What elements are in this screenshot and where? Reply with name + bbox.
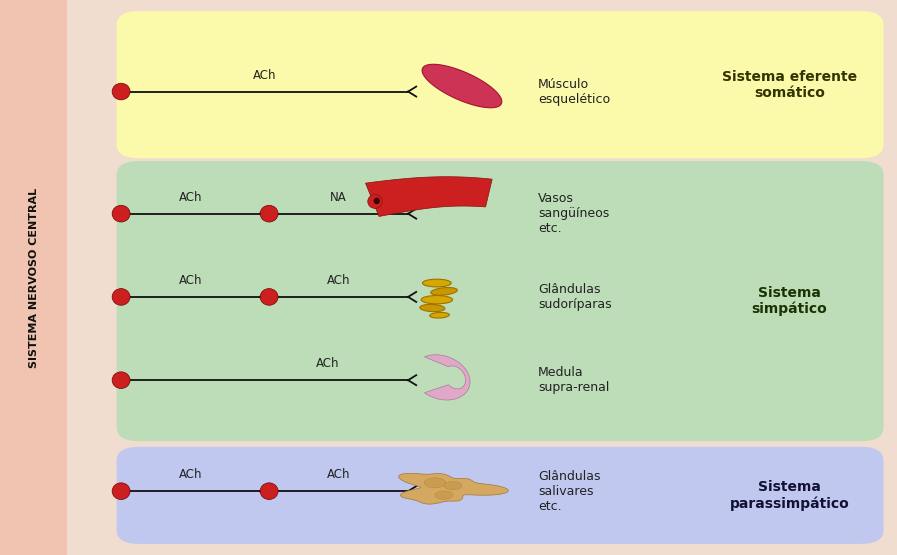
Ellipse shape <box>422 279 451 287</box>
FancyBboxPatch shape <box>117 11 884 158</box>
Text: Músculo
esquelético: Músculo esquelético <box>538 78 610 105</box>
Ellipse shape <box>444 482 462 490</box>
Ellipse shape <box>424 478 446 488</box>
FancyBboxPatch shape <box>67 0 897 555</box>
Text: Sistema
simpático: Sistema simpático <box>752 286 827 316</box>
Ellipse shape <box>422 295 453 304</box>
Text: ACh: ACh <box>179 191 203 204</box>
Ellipse shape <box>112 483 130 500</box>
Text: SISTEMA NERVOSO CENTRAL: SISTEMA NERVOSO CENTRAL <box>29 188 39 367</box>
Ellipse shape <box>431 287 457 295</box>
Ellipse shape <box>112 372 130 388</box>
Text: ACh: ACh <box>179 274 203 287</box>
Ellipse shape <box>112 205 130 222</box>
Text: Glândulas
sudoríparas: Glândulas sudoríparas <box>538 283 612 311</box>
Text: Sistema
parassimpático: Sistema parassimpático <box>729 480 849 511</box>
Ellipse shape <box>435 491 453 500</box>
FancyBboxPatch shape <box>117 161 884 441</box>
Polygon shape <box>424 355 470 400</box>
FancyBboxPatch shape <box>117 447 884 544</box>
Text: ACh: ACh <box>317 357 340 370</box>
Text: ACh: ACh <box>327 274 351 287</box>
Ellipse shape <box>373 198 379 204</box>
Text: Glândulas
salivares
etc.: Glândulas salivares etc. <box>538 470 601 513</box>
Ellipse shape <box>260 205 278 222</box>
Text: ACh: ACh <box>327 468 351 481</box>
Text: Vasos
sangüíneos
etc.: Vasos sangüíneos etc. <box>538 192 609 235</box>
Ellipse shape <box>430 312 449 318</box>
Polygon shape <box>399 473 509 504</box>
FancyBboxPatch shape <box>0 0 67 555</box>
Ellipse shape <box>112 83 130 100</box>
Ellipse shape <box>420 304 445 312</box>
Ellipse shape <box>112 289 130 305</box>
Text: Medula
supra-renal: Medula supra-renal <box>538 366 610 394</box>
Polygon shape <box>365 176 492 216</box>
Text: Sistema eferente
somático: Sistema eferente somático <box>722 69 857 100</box>
Ellipse shape <box>368 194 382 208</box>
Ellipse shape <box>260 289 278 305</box>
Ellipse shape <box>260 483 278 500</box>
Polygon shape <box>422 64 501 108</box>
Text: ACh: ACh <box>253 69 276 82</box>
Text: ACh: ACh <box>179 468 203 481</box>
Text: NA: NA <box>330 191 347 204</box>
